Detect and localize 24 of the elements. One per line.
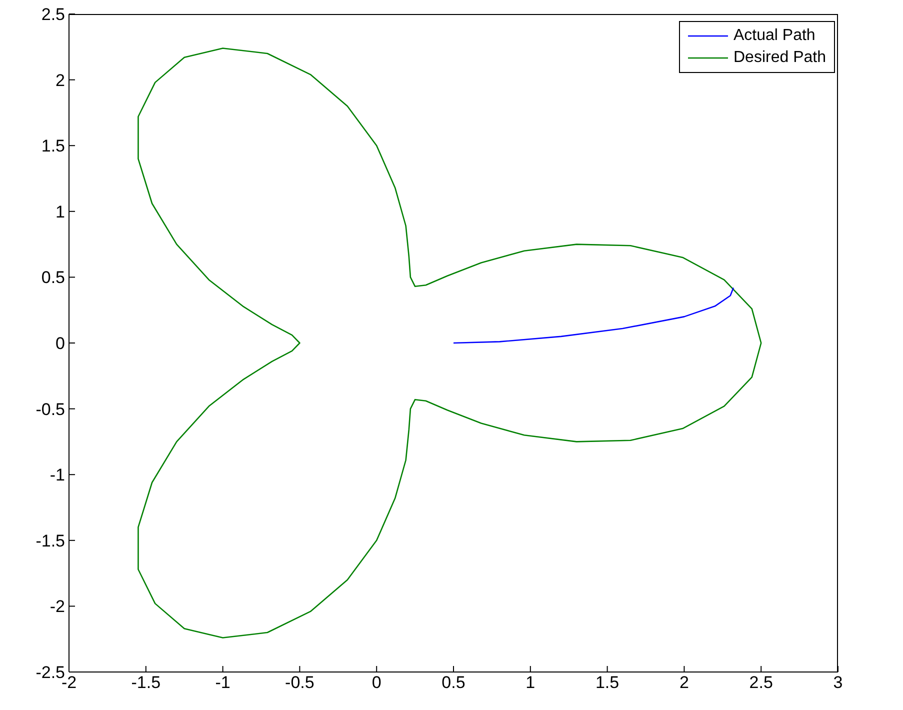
- x-tick-label: 0.5: [442, 673, 466, 692]
- y-tick-label: 2.5: [41, 5, 65, 24]
- y-tick-label: 0.5: [41, 268, 65, 288]
- x-tick-label: -0.5: [285, 673, 314, 692]
- y-tick-label: -1.5: [36, 531, 65, 550]
- x-tick-label: 2: [679, 673, 689, 692]
- line-series: [452, 287, 734, 344]
- y-tick-label: -2: [50, 597, 65, 616]
- x-tick-label: -1: [215, 673, 230, 692]
- legend-label: Actual Path: [734, 26, 816, 46]
- legend-label: Desired Path: [734, 48, 826, 68]
- x-tick-label: 0: [372, 673, 382, 692]
- x-tick-label: 3: [833, 673, 843, 692]
- x-tick-label: -1.5: [131, 673, 161, 692]
- y-tick-label: 1: [56, 202, 65, 222]
- y-tick-label: -0.5: [36, 400, 65, 419]
- y-tick-label: 1.5: [41, 136, 65, 156]
- x-tick-label: 2.5: [749, 673, 773, 692]
- y-tick-label: 2: [56, 70, 65, 90]
- y-tick-label: 0: [56, 334, 65, 354]
- x-tick-label: 1: [526, 673, 536, 692]
- x-tick-label: 1.5: [595, 673, 620, 692]
- y-tick-label: -1: [50, 466, 65, 485]
- y-tick-label: -2.5: [36, 663, 65, 682]
